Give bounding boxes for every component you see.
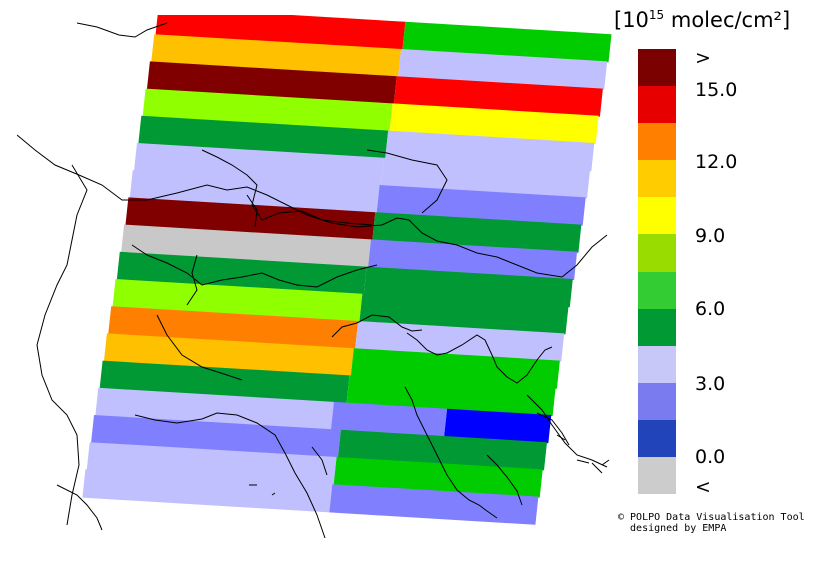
- colorbar-segment: [638, 456, 676, 495]
- swath-pixel: [138, 115, 389, 159]
- swath-pixel: [151, 34, 402, 78]
- credit-line-1: © POLPO Data Visualisation Tool: [618, 512, 805, 523]
- swath-pixel: [142, 88, 393, 132]
- colorbar-tick-label: 6.0: [695, 298, 726, 320]
- swath-pixel: [146, 61, 397, 105]
- colorbar-segment: [638, 382, 676, 421]
- swath-pixel: [330, 401, 448, 437]
- colorbar-tick-label: <: [695, 476, 711, 498]
- colorbar-segment: [638, 345, 676, 384]
- swath-pixel: [112, 279, 363, 322]
- unit-label: [1015 molec/cm²]: [614, 8, 790, 32]
- swath-pixel: [121, 224, 371, 268]
- swath-pixel: [108, 306, 359, 350]
- unit-exponent: 15: [648, 8, 665, 22]
- colorbar-tick-label: >: [695, 47, 711, 69]
- credit-line-2: designed by EMPA: [618, 523, 727, 534]
- swath-pixel: [134, 143, 384, 186]
- unit-suffix: molec/cm²]: [664, 8, 791, 32]
- swath-pixel: [125, 197, 376, 241]
- colorbar-tick-label: 9.0: [695, 225, 726, 247]
- colorbar-segment: [638, 308, 676, 347]
- satellite-swath: [82, 15, 612, 525]
- swath-pixel: [329, 484, 539, 525]
- colorbar-segment: [638, 271, 676, 310]
- swath-pixel: [116, 251, 367, 295]
- colorbar-tick-label: 0.0: [695, 446, 726, 468]
- swath-pixel: [129, 170, 380, 214]
- unit-prefix: [10: [614, 8, 649, 32]
- swath-pixel: [82, 469, 333, 513]
- coastlines-and-borders: [17, 22, 610, 538]
- colorbar-tick-label: 3.0: [695, 373, 726, 395]
- swath-pixel: [99, 360, 350, 404]
- swath-pixel: [91, 415, 341, 458]
- colorbar-segment: [638, 123, 676, 161]
- colorbar-segment: [638, 49, 676, 87]
- colorbar-tick-label: 12.0: [695, 151, 738, 173]
- colorbar-segment: [638, 234, 676, 272]
- colorbar: [638, 49, 676, 495]
- swath-pixel: [444, 408, 552, 444]
- map-panel[interactable]: [17, 15, 612, 538]
- colorbar-segment: [638, 86, 676, 124]
- swath-pixel: [86, 442, 337, 486]
- no2-column-map[interactable]: [17, 15, 612, 538]
- colorbar-segment: [638, 160, 676, 198]
- colorbar-segment: [638, 419, 676, 458]
- credit-text: © POLPO Data Visualisation Tool designed…: [618, 512, 805, 534]
- colorbar-tick-label: 15.0: [695, 79, 738, 101]
- colorbar-segment: [638, 197, 676, 235]
- swath-pixel: [103, 333, 354, 377]
- swath-pixel: [155, 15, 406, 50]
